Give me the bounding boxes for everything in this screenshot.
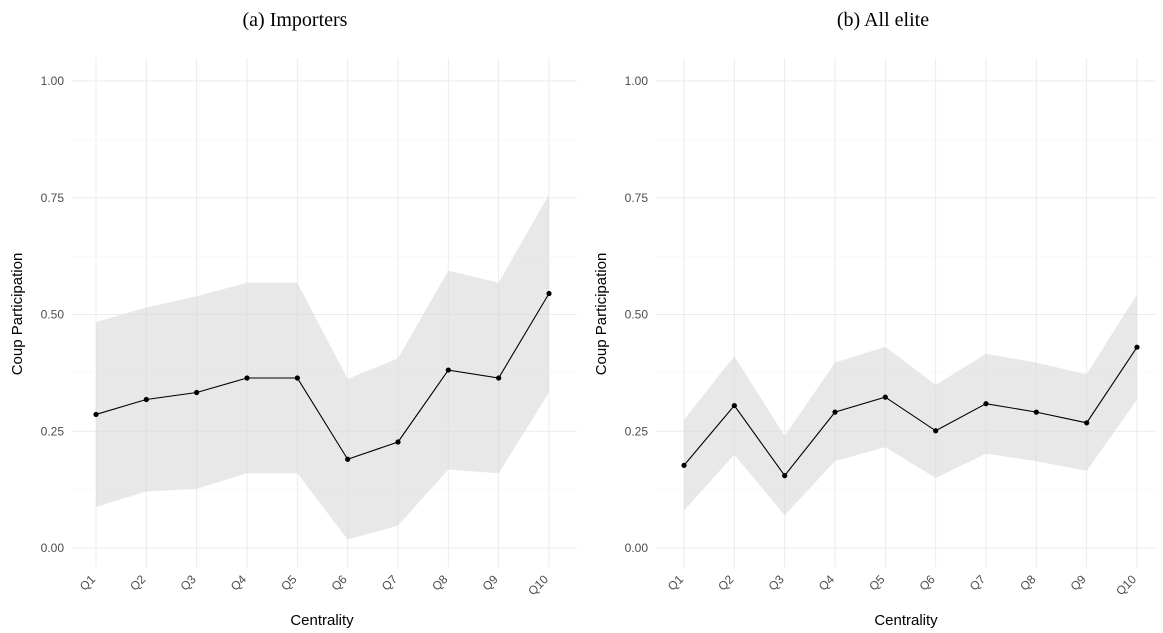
data-point (933, 428, 939, 434)
series-points (93, 290, 552, 462)
panel-all-elite: (b) All elite 0.000.250.500.751.00 Q1 Q2 Q… (593, 9, 1156, 629)
y-tick-label: 1.00 (41, 74, 65, 88)
x-tick-label: Q5 (866, 572, 887, 593)
data-point (395, 439, 401, 445)
y-tick-label: 1.00 (625, 74, 649, 88)
data-point (1033, 409, 1039, 415)
x-tick-label: Q7 (379, 572, 400, 593)
y-tick-label: 0.00 (625, 541, 649, 555)
x-tick-label: Q8 (1017, 572, 1038, 593)
y-tick-label: 0.75 (625, 191, 649, 205)
panel-importers: (a) Importers 0.000.250.500.751.00 Q1 Q2 Q… (9, 9, 577, 629)
data-point (681, 462, 687, 468)
x-tick-label: Q4 (816, 572, 837, 593)
x-tick-label: Q3 (178, 572, 199, 593)
y-tick-label: 0.00 (41, 541, 65, 555)
data-point (143, 396, 149, 403)
data-point (832, 409, 838, 415)
data-point (294, 375, 300, 381)
x-tick-label: Q9 (1068, 572, 1089, 593)
x-tick-label: Q6 (917, 572, 938, 593)
x-tick-label: Q1 (665, 572, 686, 593)
y-tick-label: 0.50 (625, 308, 649, 322)
panel-title: (b) All elite (837, 9, 929, 31)
y-tick-labels: 0.00 0.25 0.50 0.75 1.00 (625, 74, 649, 555)
y-axis-title: Coup Participation (9, 253, 26, 376)
x-axis-title: Centrality (290, 612, 354, 629)
confidence-band-area (96, 194, 549, 540)
series-points (681, 344, 1140, 479)
x-tick-label: Q10 (525, 572, 551, 598)
confidence-band-area (684, 294, 1137, 516)
panel-title: (a) Importers (243, 9, 348, 31)
x-tick-label: Q2 (715, 572, 736, 593)
x-tick-label: Q1 (77, 572, 98, 593)
data-point (546, 290, 552, 297)
series-line (95, 293, 550, 460)
y-tick-label: 0.50 (41, 308, 65, 322)
x-tick-label: Q2 (127, 572, 148, 593)
grid (656, 58, 1156, 567)
x-tick-label: Q7 (967, 572, 988, 593)
data-point (496, 375, 502, 381)
data-point (782, 473, 788, 479)
data-point (93, 411, 99, 418)
y-axis-title: Coup Participation (593, 253, 610, 376)
data-point (882, 394, 888, 400)
x-tick-label: Q6 (329, 572, 350, 593)
data-point (983, 401, 989, 407)
series-line-path (95, 293, 550, 460)
x-tick-label: Q3 (766, 572, 787, 593)
data-point (445, 367, 451, 373)
data-point (345, 456, 351, 462)
data-point (194, 389, 200, 396)
x-tick-labels: Q1 Q2 Q3 Q4 Q5 Q6 Q7 Q8 Q9 Q10 (77, 572, 551, 598)
y-tick-label: 0.25 (625, 424, 649, 438)
x-tick-label: Q10 (1113, 572, 1139, 598)
x-tick-labels: Q1 Q2 Q3 Q4 Q5 Q6 Q7 Q8 Q9 Q10 (665, 572, 1139, 598)
data-point (1134, 344, 1140, 350)
series-line (683, 346, 1138, 477)
x-tick-label: Q5 (278, 572, 299, 593)
y-tick-label: 0.25 (41, 424, 65, 438)
data-point (1084, 420, 1090, 426)
y-tick-label: 0.75 (41, 191, 65, 205)
series-line-path (683, 346, 1138, 477)
x-tick-label: Q9 (480, 572, 501, 593)
confidence-band (684, 294, 1137, 516)
x-axis-title: Centrality (874, 612, 938, 629)
x-tick-label: Q8 (429, 572, 450, 593)
x-tick-label: Q4 (228, 572, 249, 593)
confidence-band (96, 194, 549, 540)
data-point (731, 402, 737, 409)
y-tick-labels: 0.00 0.25 0.50 0.75 1.00 (41, 74, 65, 555)
data-point (244, 375, 250, 381)
